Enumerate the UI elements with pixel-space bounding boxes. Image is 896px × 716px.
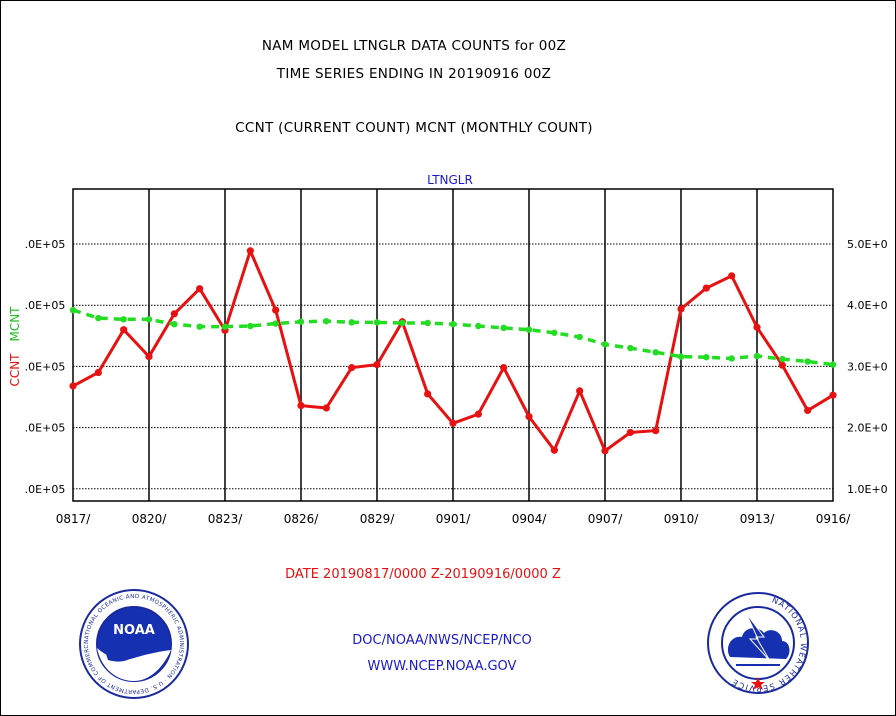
ccnt-data-point bbox=[170, 310, 178, 318]
mcnt-data-point bbox=[652, 349, 659, 356]
ccnt-data-point bbox=[601, 447, 609, 455]
x-tick-label: 0916/ bbox=[816, 512, 852, 526]
y-right-tick-label: 3.0E+0 bbox=[847, 360, 888, 373]
x-tick-label: 0820/ bbox=[132, 512, 168, 526]
mcnt-data-point bbox=[829, 361, 837, 368]
y-right-tick-label: 2.0E+0 bbox=[847, 422, 888, 435]
ccnt-data-point bbox=[145, 353, 153, 361]
noaa-logo: NOAA NATIONAL OCEANIC AND ATMOSPHERIC AD… bbox=[78, 588, 189, 699]
mcnt-data-point bbox=[95, 314, 102, 322]
ccnt-data-point bbox=[348, 364, 356, 372]
mcnt-data-point bbox=[779, 355, 786, 363]
y-left-tick-label: .0E+05 bbox=[25, 360, 66, 373]
mcnt-data-point bbox=[525, 326, 533, 333]
ccnt-data-point bbox=[702, 284, 710, 292]
mcnt-data-point bbox=[297, 318, 305, 325]
ccnt-data-point bbox=[474, 410, 482, 418]
noaa-emblem-text: NOAA bbox=[113, 623, 155, 638]
ccnt-data-point bbox=[94, 368, 102, 377]
ccnt-data-point bbox=[677, 305, 685, 313]
mcnt-data-point bbox=[500, 324, 507, 332]
x-tick-label: 0904/ bbox=[512, 512, 548, 526]
mcnt-data-point bbox=[196, 323, 203, 330]
chart-title-line-2: TIME SERIES ENDING IN 20190916 00Z bbox=[276, 66, 552, 82]
x-tick-label: 0901/ bbox=[436, 512, 472, 526]
x-tick-label: 0907/ bbox=[588, 512, 624, 526]
x-tick-label: 0913/ bbox=[740, 512, 776, 526]
ccnt-data-point bbox=[322, 404, 330, 412]
mcnt-data-point bbox=[576, 333, 583, 341]
mcnt-data-point bbox=[475, 322, 482, 330]
ccnt-data-point bbox=[246, 247, 254, 255]
ccnt-data-point bbox=[778, 361, 786, 369]
x-tick-label: 0829/ bbox=[360, 512, 396, 526]
ccnt-data-point bbox=[373, 360, 381, 369]
mcnt-data-point bbox=[373, 319, 381, 326]
mcnt-data-point bbox=[703, 354, 710, 361]
mcnt-data-point bbox=[348, 319, 355, 326]
y-left-tick-label: .0E+05 bbox=[25, 483, 66, 496]
panel-label: LTNGLR bbox=[427, 173, 473, 187]
mcnt-data-point bbox=[728, 355, 735, 362]
chart-title-line-1: NAM MODEL LTNGLR DATA COUNTS for 00Z bbox=[261, 38, 567, 54]
ccnt-data-point bbox=[626, 428, 634, 437]
mcnt-data-point bbox=[753, 352, 761, 360]
y-left-tick-label: .0E+05 bbox=[25, 422, 66, 435]
ccnt-data-point bbox=[576, 387, 584, 395]
x-tick-label: 0826/ bbox=[284, 512, 320, 526]
ccnt-data-point bbox=[449, 419, 457, 427]
ccnt-data-point bbox=[196, 285, 204, 293]
x-tick-label: 0817/ bbox=[56, 512, 92, 526]
ccnt-data-point bbox=[728, 272, 736, 280]
y-axis-label-mcnt: MCNT bbox=[8, 306, 22, 342]
ccnt-data-point bbox=[804, 406, 812, 415]
mcnt-data-point bbox=[677, 353, 685, 360]
nws-logo: NATIONAL WEATHER SERVICE bbox=[707, 592, 809, 694]
y-right-tick-label: 1.0E+0 bbox=[847, 483, 888, 496]
plot-area-border bbox=[72, 188, 834, 502]
chart-title-line-3: CCNT (CURRENT COUNT) MCNT (MONTHLY COUNT… bbox=[235, 120, 593, 136]
mcnt-data-point bbox=[551, 329, 558, 336]
ccnt-data-point bbox=[297, 401, 305, 410]
ccnt-data-point bbox=[500, 364, 508, 372]
mcnt-data-point bbox=[449, 321, 457, 328]
mcnt-data-point bbox=[120, 316, 127, 323]
ccnt-data-point bbox=[525, 412, 533, 421]
mcnt-data-point bbox=[627, 344, 634, 352]
y-left-tick-label: .0E+05 bbox=[25, 238, 66, 251]
mcnt-data-point bbox=[323, 317, 330, 325]
y-right-tick-label: 4.0E+0 bbox=[847, 299, 888, 312]
x-tick-label: 0910/ bbox=[664, 512, 700, 526]
mcnt-data-point bbox=[221, 323, 229, 330]
mcnt-data-point bbox=[399, 319, 406, 327]
ccnt-data-point bbox=[272, 306, 280, 314]
mcnt-data-point bbox=[601, 341, 609, 348]
x-axis-title: DATE 20190817/0000 Z-20190916/0000 Z bbox=[285, 567, 561, 582]
footer-org-line: DOC/NOAA/NWS/NCEP/NCO bbox=[352, 633, 532, 648]
ccnt-data-point bbox=[829, 391, 837, 399]
mcnt-data-point bbox=[272, 320, 279, 327]
ccnt-data-point bbox=[550, 446, 558, 454]
mcnt-data-point bbox=[804, 358, 811, 365]
ccnt-data-point bbox=[424, 390, 432, 398]
nws-star-icon bbox=[751, 677, 765, 690]
mcnt-data-point bbox=[171, 321, 178, 328]
y-left-tick-label: .0E+05 bbox=[25, 299, 66, 312]
mcnt-data-point bbox=[69, 306, 77, 314]
y-right-tick-label: 5.0E+0 bbox=[847, 238, 888, 251]
y-axis-label-ccnt: CCNT bbox=[8, 353, 22, 387]
mcnt-data-point bbox=[145, 316, 153, 323]
mcnt-data-point bbox=[247, 322, 254, 330]
mcnt-data-point bbox=[424, 319, 431, 327]
x-tick-label: 0823/ bbox=[208, 512, 244, 526]
ccnt-data-point bbox=[652, 427, 660, 435]
footer-url-line: WWW.NCEP.NOAA.GOV bbox=[367, 659, 517, 674]
ccnt-data-point bbox=[753, 323, 761, 331]
ccnt-data-point bbox=[69, 382, 77, 390]
ccnt-data-point bbox=[120, 326, 128, 334]
